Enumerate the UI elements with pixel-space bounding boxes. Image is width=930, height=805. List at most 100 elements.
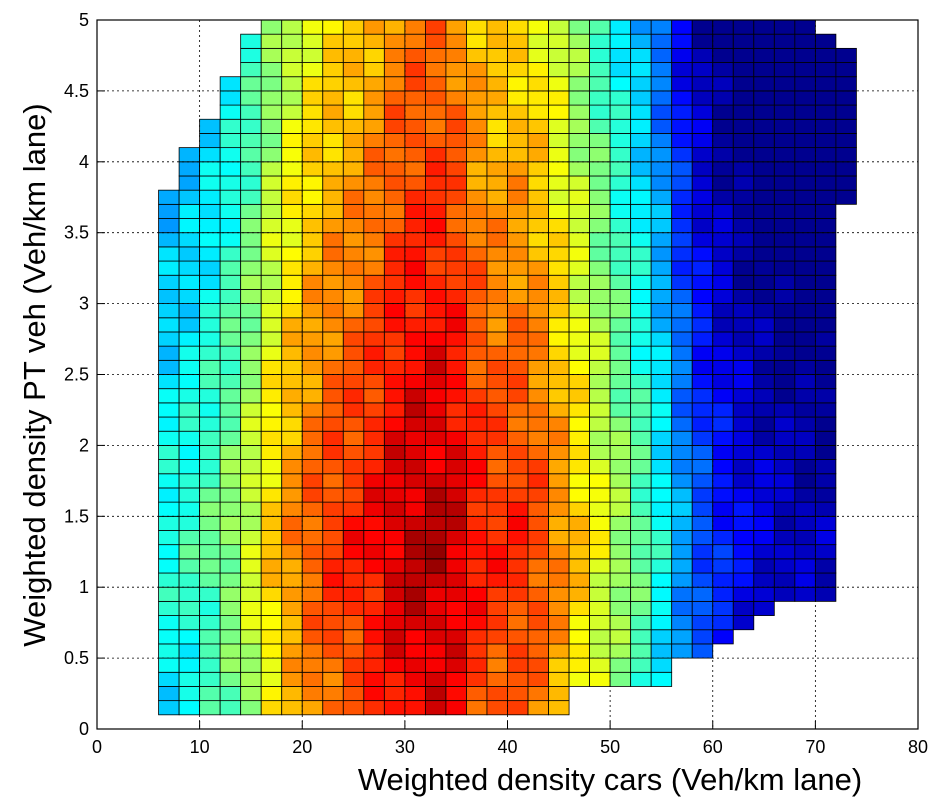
heatmap-cell <box>466 629 488 645</box>
heatmap-cell <box>589 388 611 404</box>
heatmap-cell <box>260 19 283 35</box>
heatmap-cell <box>773 430 796 446</box>
heatmap-cell <box>589 62 611 78</box>
heatmap-cell <box>404 317 426 333</box>
heatmap-cell <box>178 515 201 531</box>
heatmap-cell <box>219 189 242 205</box>
heatmap-cell <box>445 33 467 49</box>
heatmap-cell <box>260 274 283 290</box>
heatmap-cell <box>424 686 447 702</box>
heatmap-cell <box>507 161 529 177</box>
heatmap-cell <box>466 218 488 234</box>
heatmap-cell <box>260 189 283 205</box>
heatmap-cell <box>383 345 406 361</box>
heatmap-cell <box>281 544 303 560</box>
heatmap-cell <box>424 274 447 290</box>
heatmap-cell <box>753 104 775 120</box>
heatmap-cell <box>445 487 467 503</box>
heatmap-cell <box>486 76 508 92</box>
heatmap-cell <box>548 317 570 333</box>
heatmap-cell <box>281 615 303 631</box>
heatmap-cell <box>301 515 324 531</box>
heatmap-cell <box>671 600 693 616</box>
heatmap-cell <box>568 600 591 616</box>
heatmap-cell <box>794 359 816 375</box>
heatmap-cell <box>691 104 714 120</box>
heatmap-cell <box>424 629 447 645</box>
heatmap-cell <box>158 317 180 333</box>
heatmap-cell <box>383 459 406 475</box>
heatmap-cell <box>691 175 714 191</box>
heatmap-cell <box>527 274 549 290</box>
heatmap-cell <box>630 473 652 489</box>
heatmap-cell <box>568 133 591 149</box>
heatmap-cell <box>814 104 837 120</box>
heatmap-cell <box>301 558 324 574</box>
heatmap-cell <box>199 686 221 702</box>
heatmap-cell <box>527 629 549 645</box>
heatmap-cell <box>794 232 816 248</box>
heatmap-cell <box>424 345 447 361</box>
heatmap-cell <box>589 218 611 234</box>
heatmap-cell <box>486 416 508 432</box>
heatmap-cell <box>773 260 796 276</box>
heatmap-cell <box>630 76 652 92</box>
heatmap-cell <box>281 473 303 489</box>
heatmap-cell <box>753 175 775 191</box>
heatmap-cell <box>240 374 262 390</box>
heatmap-cell <box>445 374 467 390</box>
heatmap-cell <box>383 657 406 673</box>
heatmap-cell <box>507 501 529 517</box>
heatmap-cell <box>712 345 734 361</box>
heatmap-cell <box>732 430 755 446</box>
heatmap-cell <box>466 232 488 248</box>
heatmap-cell <box>322 600 344 616</box>
heatmap-cell <box>507 402 529 418</box>
heatmap-cell <box>158 232 180 248</box>
heatmap-cell <box>158 515 180 531</box>
heatmap-cell <box>240 700 262 716</box>
heatmap-cell <box>507 289 529 305</box>
heatmap-cell <box>281 530 303 546</box>
heatmap-cell <box>322 104 344 120</box>
heatmap-cell <box>260 643 283 659</box>
heatmap-cell <box>568 572 591 588</box>
heatmap-cell <box>404 501 426 517</box>
heatmap-cell <box>589 232 611 248</box>
y-tick-label: 4.5 <box>64 81 89 101</box>
heatmap-cell <box>589 572 611 588</box>
heatmap-cell <box>219 161 242 177</box>
heatmap-cell <box>732 62 755 78</box>
heatmap-cell <box>568 260 591 276</box>
heatmap-cell <box>424 586 447 602</box>
heatmap-cell <box>445 317 467 333</box>
heatmap-cell <box>445 289 467 305</box>
heatmap-cell <box>773 572 796 588</box>
heatmap-cell <box>260 487 283 503</box>
heatmap-cell <box>650 62 673 78</box>
heatmap-cell <box>835 76 857 92</box>
heatmap-cell <box>609 359 632 375</box>
heatmap-cell <box>527 700 549 716</box>
heatmap-cell <box>445 530 467 546</box>
heatmap-cell <box>609 501 632 517</box>
heatmap-cell <box>630 62 652 78</box>
heatmap-cell <box>609 19 632 35</box>
heatmap-cell <box>486 289 508 305</box>
heatmap-cell <box>507 430 529 446</box>
heatmap-cell <box>609 246 632 262</box>
heatmap-cell <box>609 345 632 361</box>
heatmap-cell <box>671 161 693 177</box>
heatmap-cell <box>466 19 488 35</box>
heatmap-cell <box>835 161 857 177</box>
heatmap-cell <box>548 232 570 248</box>
heatmap-cell <box>260 600 283 616</box>
heatmap-cell <box>342 189 365 205</box>
heatmap-cell <box>773 402 796 418</box>
heatmap-cell <box>424 76 447 92</box>
heatmap-cell <box>445 615 467 631</box>
heatmap-cell <box>671 218 693 234</box>
heatmap-cell <box>732 33 755 49</box>
heatmap-cell <box>712 402 734 418</box>
heatmap-cell <box>609 33 632 49</box>
